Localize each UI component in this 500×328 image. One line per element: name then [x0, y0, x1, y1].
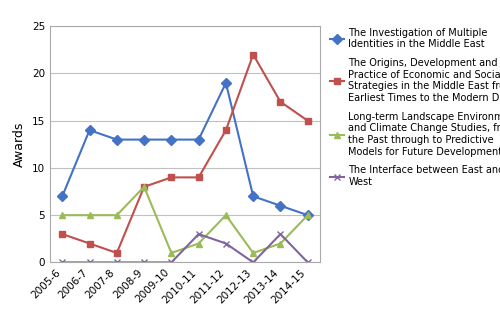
The Origins, Development and
Practice of Economic and Social
Strategies in the Middle East from
Earliest Times to the Modern Day: [86, 241, 92, 245]
The Interface between East and
West: [86, 260, 92, 264]
The Interface between East and
West: [304, 260, 310, 264]
Long-term Landscape Environment
and Climate Change Studies, from
the Past through to Predictive
Models for Future Developments: [250, 251, 256, 255]
The Investigation of Multiple
Identities in the Middle East: [304, 213, 310, 217]
Long-term Landscape Environment
and Climate Change Studies, from
the Past through to Predictive
Models for Future Developments: [168, 251, 174, 255]
The Origins, Development and
Practice of Economic and Social
Strategies in the Middle East from
Earliest Times to the Modern Day: [114, 251, 120, 255]
The Interface between East and
West: [114, 260, 120, 264]
Long-term Landscape Environment
and Climate Change Studies, from
the Past through to Predictive
Models for Future Developments: [304, 213, 310, 217]
The Interface between East and
West: [141, 260, 147, 264]
Long-term Landscape Environment
and Climate Change Studies, from
the Past through to Predictive
Models for Future Developments: [223, 213, 229, 217]
The Interface between East and
West: [223, 241, 229, 245]
Long-term Landscape Environment
and Climate Change Studies, from
the Past through to Predictive
Models for Future Developments: [196, 241, 202, 245]
Long-term Landscape Environment
and Climate Change Studies, from
the Past through to Predictive
Models for Future Developments: [86, 213, 92, 217]
The Investigation of Multiple
Identities in the Middle East: [114, 138, 120, 142]
The Interface between East and
West: [168, 260, 174, 264]
Line: The Origins, Development and
Practice of Economic and Social
Strategies in the Middle East from
Earliest Times to the Modern Day: The Origins, Development and Practice of…: [59, 51, 311, 256]
The Investigation of Multiple
Identities in the Middle East: [86, 128, 92, 132]
The Interface between East and
West: [60, 260, 66, 264]
Long-term Landscape Environment
and Climate Change Studies, from
the Past through to Predictive
Models for Future Developments: [278, 241, 283, 245]
The Interface between East and
West: [278, 232, 283, 236]
The Origins, Development and
Practice of Economic and Social
Strategies in the Middle East from
Earliest Times to the Modern Day: [60, 232, 66, 236]
Long-term Landscape Environment
and Climate Change Studies, from
the Past through to Predictive
Models for Future Developments: [114, 213, 120, 217]
The Investigation of Multiple
Identities in the Middle East: [60, 194, 66, 198]
The Investigation of Multiple
Identities in the Middle East: [223, 81, 229, 85]
The Origins, Development and
Practice of Economic and Social
Strategies in the Middle East from
Earliest Times to the Modern Day: [141, 185, 147, 189]
The Origins, Development and
Practice of Economic and Social
Strategies in the Middle East from
Earliest Times to the Modern Day: [304, 119, 310, 123]
The Investigation of Multiple
Identities in the Middle East: [168, 138, 174, 142]
The Investigation of Multiple
Identities in the Middle East: [196, 138, 202, 142]
The Origins, Development and
Practice of Economic and Social
Strategies in the Middle East from
Earliest Times to the Modern Day: [196, 175, 202, 179]
Y-axis label: Awards: Awards: [14, 122, 26, 167]
Long-term Landscape Environment
and Climate Change Studies, from
the Past through to Predictive
Models for Future Developments: [60, 213, 66, 217]
The Investigation of Multiple
Identities in the Middle East: [141, 138, 147, 142]
The Origins, Development and
Practice of Economic and Social
Strategies in the Middle East from
Earliest Times to the Modern Day: [223, 128, 229, 132]
The Investigation of Multiple
Identities in the Middle East: [278, 204, 283, 208]
The Investigation of Multiple
Identities in the Middle East: [250, 194, 256, 198]
Line: The Investigation of Multiple
Identities in the Middle East: The Investigation of Multiple Identities…: [59, 79, 311, 219]
Long-term Landscape Environment
and Climate Change Studies, from
the Past through to Predictive
Models for Future Developments: [141, 185, 147, 189]
The Origins, Development and
Practice of Economic and Social
Strategies in the Middle East from
Earliest Times to the Modern Day: [168, 175, 174, 179]
Line: Long-term Landscape Environment
and Climate Change Studies, from
the Past through to Predictive
Models for Future Developments: Long-term Landscape Environment and Clim…: [59, 183, 311, 256]
The Interface between East and
West: [250, 260, 256, 264]
The Origins, Development and
Practice of Economic and Social
Strategies in the Middle East from
Earliest Times to the Modern Day: [278, 100, 283, 104]
The Origins, Development and
Practice of Economic and Social
Strategies in the Middle East from
Earliest Times to the Modern Day: [250, 52, 256, 56]
The Interface between East and
West: [196, 232, 202, 236]
Line: The Interface between East and
West: The Interface between East and West: [59, 231, 311, 266]
Legend: The Investigation of Multiple
Identities in the Middle East, The Origins, Develo: The Investigation of Multiple Identities…: [330, 28, 500, 187]
